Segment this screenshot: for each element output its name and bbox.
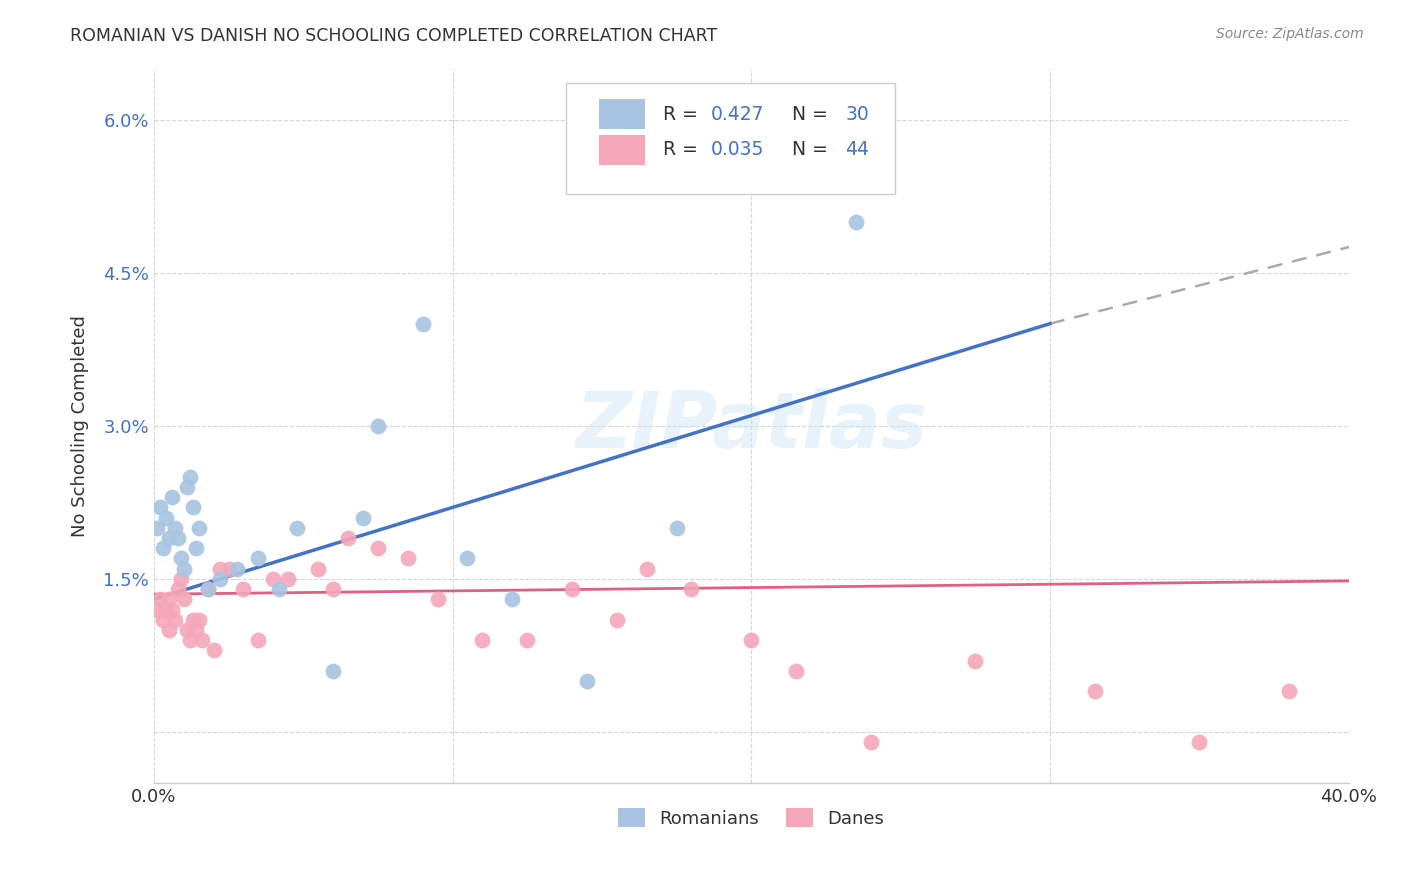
Point [575,673,598,688]
Point [184,541,207,556]
Point [665,521,688,535]
Point [456,551,478,566]
Point [179,470,201,484]
Point [157,623,180,637]
Point [176,623,198,637]
Text: 0.427: 0.427 [710,104,763,124]
Point [1188,735,1211,749]
Text: 0.035: 0.035 [710,140,763,160]
Point [352,510,374,524]
Point [170,572,193,586]
Point [1278,684,1301,698]
Text: N =: N = [780,140,834,160]
Point [636,562,658,576]
Point [501,592,523,607]
Point [426,592,449,607]
Point [232,582,254,596]
Point [740,633,762,648]
FancyBboxPatch shape [599,99,645,129]
Point [163,521,186,535]
FancyBboxPatch shape [567,83,894,194]
FancyBboxPatch shape [599,135,645,165]
Point [396,551,419,566]
Point [160,602,183,616]
Point [197,582,219,596]
Point [307,562,329,576]
Point [561,582,583,596]
Point [157,531,180,545]
Point [202,643,225,657]
Point [247,551,270,566]
Point [262,572,284,586]
Point [173,562,195,576]
Point [149,592,172,607]
Point [173,592,195,607]
Point [187,613,209,627]
Point [516,633,538,648]
Point [322,664,344,678]
Text: R =: R = [662,104,703,124]
Point [184,623,207,637]
Point [845,214,868,228]
Text: ZIPatlas: ZIPatlas [575,388,928,464]
Point [681,582,703,596]
Point [166,582,188,596]
Point [277,572,299,586]
Point [269,582,291,596]
Text: ROMANIAN VS DANISH NO SCHOOLING COMPLETED CORRELATION CHART: ROMANIAN VS DANISH NO SCHOOLING COMPLETE… [70,27,717,45]
Point [1084,684,1107,698]
Point [208,572,231,586]
Point [181,613,204,627]
Point [155,510,177,524]
Point [170,551,193,566]
Point [412,317,434,331]
Point [226,562,249,576]
Text: 44: 44 [845,140,869,160]
Text: 30: 30 [845,104,869,124]
Point [146,602,169,616]
Point [322,582,344,596]
Point [965,654,987,668]
Text: N =: N = [780,104,834,124]
Point [157,592,180,607]
Point [785,664,807,678]
Point [152,541,174,556]
Point [208,562,231,576]
Point [179,633,201,648]
Point [155,602,177,616]
Point [859,735,882,749]
Text: R =: R = [662,140,703,160]
Point [187,521,209,535]
Text: Source: ZipAtlas.com: Source: ZipAtlas.com [1216,27,1364,41]
Point [181,500,204,515]
Point [337,531,360,545]
Point [152,613,174,627]
Point [197,582,219,596]
Point [367,418,389,433]
Point [606,613,628,627]
Point [149,500,172,515]
Legend: Romanians, Danes: Romanians, Danes [610,801,891,835]
Point [160,490,183,504]
Point [163,613,186,627]
Point [166,531,188,545]
Point [247,633,270,648]
Point [285,521,308,535]
Point [146,521,169,535]
Point [367,541,389,556]
Point [471,633,494,648]
Point [218,562,240,576]
Point [176,480,198,494]
Y-axis label: No Schooling Completed: No Schooling Completed [72,315,89,537]
Point [190,633,212,648]
